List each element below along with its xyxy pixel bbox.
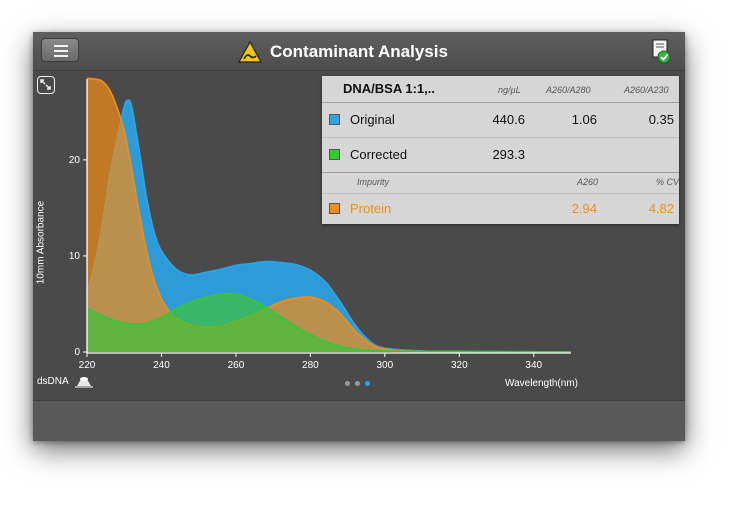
sample-type-label: dsDNA bbox=[37, 375, 69, 387]
page-title: Contaminant Analysis bbox=[270, 42, 448, 61]
col-a260-a230: A260/A230 bbox=[624, 85, 669, 95]
row-label: Original bbox=[350, 112, 395, 127]
result-row-original[interactable]: Original 440.6 1.06 0.35 bbox=[322, 103, 679, 137]
result-row-corrected[interactable]: Corrected 293.3 bbox=[322, 138, 679, 172]
impurity-header: Impurity bbox=[357, 177, 390, 187]
expand-arrows-icon bbox=[40, 79, 51, 90]
y-axis-label: 10mm Absorbance bbox=[35, 200, 47, 285]
warning-triangle-icon bbox=[238, 41, 262, 63]
impurity-cv: 4.82 bbox=[648, 201, 674, 216]
x-tick-label: 280 bbox=[302, 360, 319, 371]
y-tick-label: 0 bbox=[74, 347, 80, 358]
divider bbox=[322, 137, 679, 138]
impurity-a260: 2.94 bbox=[571, 201, 597, 216]
impurity-row-protein[interactable]: Protein 2.94 4.82 bbox=[322, 194, 679, 224]
page-dot-active[interactable] bbox=[365, 381, 370, 386]
series-area-corrected bbox=[87, 293, 571, 352]
x-tick-label: 300 bbox=[377, 360, 394, 371]
row-a260-a230: 0.35 bbox=[648, 112, 674, 127]
series-area-original bbox=[87, 100, 571, 352]
pedestal-icon bbox=[74, 377, 93, 388]
divider bbox=[322, 193, 679, 194]
hamburger-line bbox=[54, 50, 68, 52]
page-indicator bbox=[345, 381, 370, 386]
original-swatch bbox=[329, 114, 340, 125]
hamburger-menu-button[interactable] bbox=[41, 38, 79, 62]
y-tick-label: 20 bbox=[69, 155, 81, 166]
hamburger-line bbox=[54, 55, 68, 57]
hamburger-menu-icon bbox=[54, 45, 68, 47]
sample-name: DNA/BSA 1:1,.. bbox=[343, 81, 435, 96]
app-window: Contaminant Analysis 220 240 260 280 300 320 3… bbox=[33, 32, 685, 441]
x-tick-label: 320 bbox=[451, 360, 468, 371]
title-group: Contaminant Analysis bbox=[238, 40, 448, 64]
divider bbox=[322, 102, 679, 103]
report-check-icon[interactable] bbox=[649, 38, 673, 64]
impurity-header-row: Impurity A260 % CV bbox=[322, 173, 679, 193]
corrected-swatch bbox=[329, 149, 340, 160]
absorbance-chart: 220 240 260 280 300 320 340 0 10 20 bbox=[69, 77, 572, 371]
x-tick-label: 260 bbox=[228, 360, 245, 371]
x-tick-label: 220 bbox=[79, 360, 96, 371]
sample-type: dsDNA bbox=[37, 374, 95, 388]
row-conc: 293.3 bbox=[492, 147, 525, 162]
row-a260-a280: 1.06 bbox=[571, 112, 597, 127]
col-a260-a280: A260/A280 bbox=[546, 85, 591, 95]
bottom-bar bbox=[33, 400, 685, 441]
y-tick-label: 10 bbox=[69, 251, 81, 262]
results-header-row: DNA/BSA 1:1,.. ng/µL A260/A280 A260/A230 bbox=[322, 76, 679, 102]
x-axis-label: Wavelength(nm) bbox=[505, 378, 578, 389]
impurity-col-a260: A260 bbox=[577, 177, 599, 187]
expand-icon[interactable] bbox=[37, 76, 55, 94]
row-label: Corrected bbox=[350, 147, 408, 162]
results-table: DNA/BSA 1:1,.. ng/µL A260/A280 A260/A230… bbox=[322, 76, 679, 224]
page-dot[interactable] bbox=[355, 381, 360, 386]
col-conc: ng/µL bbox=[498, 85, 521, 95]
row-conc: 440.6 bbox=[492, 112, 525, 127]
series-line-corrected bbox=[86, 293, 572, 353]
protein-swatch bbox=[329, 203, 340, 214]
series-line-original bbox=[86, 99, 572, 353]
impurity-label: Protein bbox=[350, 201, 392, 216]
impurity-col-cv: % CV bbox=[656, 177, 680, 187]
top-app-bar: Contaminant Analysis bbox=[33, 32, 685, 71]
divider bbox=[322, 172, 679, 173]
page-dot[interactable] bbox=[345, 381, 350, 386]
x-tick-label: 340 bbox=[525, 360, 542, 371]
x-tick-label: 240 bbox=[153, 360, 170, 371]
